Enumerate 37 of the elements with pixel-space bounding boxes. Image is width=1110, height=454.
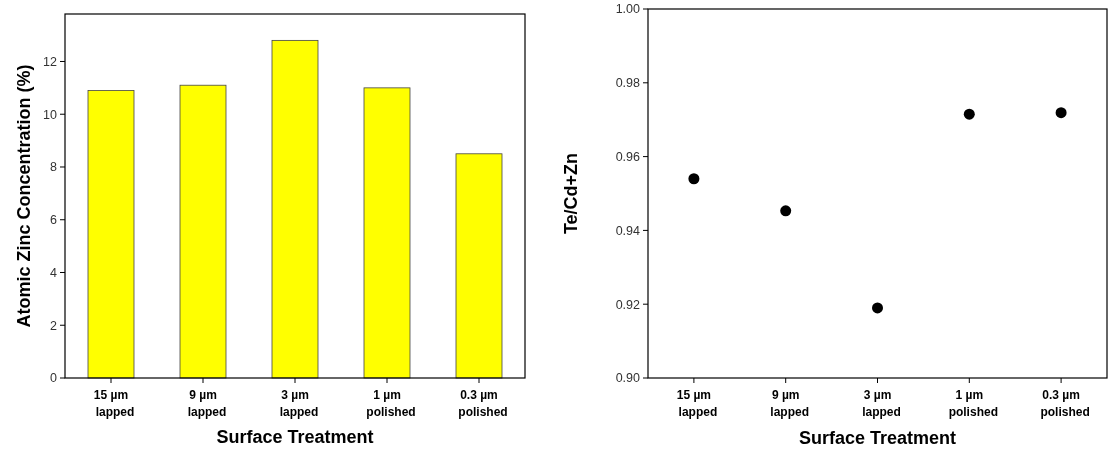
x-axis-title: Surface Treatment [216,427,374,447]
y-tick-label: 10 [43,107,58,122]
y-tick-label: 8 [50,160,58,175]
point [688,173,700,185]
point [780,205,792,217]
y-tick-label: 2 [50,318,58,333]
x-tick-label: 3 µm lapped [279,388,319,419]
x-tick-label: 0.3 µm polished [458,388,508,419]
y-tick-label: 6 [50,213,58,228]
bar [363,87,411,379]
x-tick-label: 3 µm lapped [862,388,901,419]
y-tick-label: 12 [43,54,58,69]
x-tick-label: 0.3 µm polished [1040,388,1090,419]
y-axis-title: Te/Cd+Zn [561,152,581,235]
y-tick-label: 0.98 [615,76,641,91]
x-tick-label: 1 µm polished [366,388,416,419]
bar [179,84,227,379]
point [963,108,975,120]
y-tick-label: 0.92 [615,297,641,312]
y-tick-label: 0 [50,371,58,386]
x-tick-label: 15 µm lapped [93,388,135,419]
y-tick-label: 0.96 [615,149,641,164]
bar [87,90,135,379]
y-tick-label: 1.00 [615,2,641,17]
x-tick-label: 1 µm polished [948,388,998,419]
y-tick-label: 0.90 [615,371,641,386]
y-tick-label: 0.94 [615,223,641,238]
bar [271,39,319,379]
x-tick-label: 9 µm lapped [187,388,227,419]
point [1055,107,1067,119]
y-tick-label: 4 [50,265,58,280]
x-tick-label: 15 µm lapped [676,388,718,419]
y-axis-title: Atomic Zinc Concentration (%) [14,64,34,328]
x-tick-label: 9 µm lapped [770,388,810,419]
x-axis-title: Surface Treatment [798,428,957,448]
bar [455,153,503,379]
point [872,302,883,314]
